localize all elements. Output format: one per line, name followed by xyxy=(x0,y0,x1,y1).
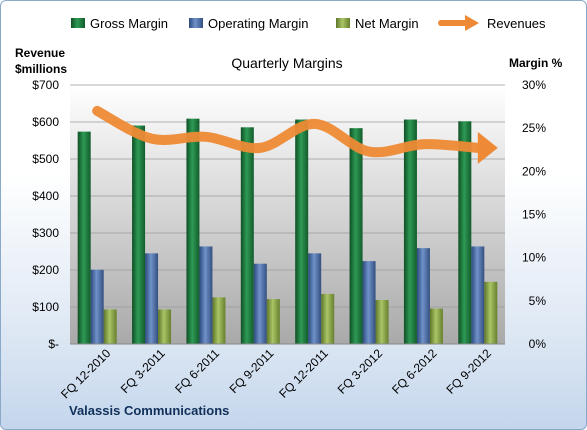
x-tick-label: FQ 12-2011 xyxy=(276,346,331,401)
legend-label-gross-margin: Gross Margin xyxy=(90,16,168,31)
operating-margin-bar xyxy=(145,253,159,344)
gross-margin-bar xyxy=(132,125,146,345)
right-axis-ticks: 0% 5% 10% 15% 20% 25% 30% xyxy=(522,78,546,351)
revenues-arrowhead xyxy=(477,131,498,164)
right-tick-label: 5% xyxy=(529,294,547,308)
left-tick-label: $100 xyxy=(32,300,59,314)
legend-swatch-net-margin xyxy=(336,18,350,28)
legend-swatch-operating-margin xyxy=(189,18,203,28)
legend-label-revenues: Revenues xyxy=(487,16,546,31)
net-margin-bar xyxy=(484,281,498,344)
operating-margin-bar xyxy=(199,246,213,344)
legend-arrowhead-revenues xyxy=(465,15,479,31)
revenues-line xyxy=(92,105,483,158)
left-tick-label: $- xyxy=(48,337,59,351)
operating-margin-bar xyxy=(362,261,376,344)
legend-label-net-margin: Net Margin xyxy=(355,16,419,31)
net-margin-bar xyxy=(321,293,335,344)
right-tick-label: 10% xyxy=(522,251,546,265)
x-tick-label: FQ 3-2012 xyxy=(335,346,386,397)
legend-swatch-gross-margin xyxy=(71,18,85,28)
right-tick-label: 25% xyxy=(522,121,546,135)
net-margin-bar xyxy=(429,308,443,344)
net-margin-bar xyxy=(375,299,389,344)
x-tick-label: FQ 6-2011 xyxy=(172,346,222,396)
right-tick-label: 20% xyxy=(522,164,546,178)
x-tick-label: FQ 3-2011 xyxy=(118,346,168,396)
left-axis-title-line1: Revenue xyxy=(15,46,65,60)
gross-margin-bar xyxy=(403,119,417,345)
chart-title: Quarterly Margins xyxy=(231,55,342,71)
x-tick-label: FQ 12-2010 xyxy=(58,346,113,401)
x-tick-label: FQ 6-2012 xyxy=(389,346,440,397)
gross-margin-bar xyxy=(349,128,363,344)
operating-margin-bar xyxy=(471,246,485,344)
x-axis-ticks: FQ 12-2010 FQ 3-2011 FQ 6-2011 FQ 9-2011 FQ … xyxy=(58,346,494,401)
left-axis-ticks: $- $100 $200 $300 $400 $500 $600 $700 xyxy=(32,78,59,351)
legend: Gross Margin Operating Margin Net Margin… xyxy=(71,15,546,31)
x-tick-label: FQ 9-2012 xyxy=(443,346,494,397)
gross-margin-bar xyxy=(458,121,472,344)
revenue-line xyxy=(92,105,498,164)
net-margin-bar xyxy=(212,297,226,344)
right-tick-label: 0% xyxy=(529,337,547,351)
company-name: Valassis Communications xyxy=(69,403,229,418)
gross-margin-bar xyxy=(77,131,91,344)
left-tick-label: $600 xyxy=(32,115,59,129)
net-margin-bar xyxy=(266,299,280,344)
left-axis-title-line2: $millions xyxy=(15,62,67,76)
right-axis-title: Margin % xyxy=(509,56,563,70)
left-tick-label: $500 xyxy=(32,152,59,166)
gross-margin-bar xyxy=(240,127,254,344)
left-tick-label: $700 xyxy=(32,78,59,92)
x-tick-label: FQ 9-2011 xyxy=(227,346,277,396)
right-tick-label: 30% xyxy=(522,78,546,92)
legend-label-operating-margin: Operating Margin xyxy=(208,16,308,31)
gross-margin-bar xyxy=(295,119,309,345)
bars xyxy=(77,118,498,345)
right-tick-label: 15% xyxy=(522,208,546,222)
net-margin-bar xyxy=(158,309,172,344)
left-tick-label: $300 xyxy=(32,226,59,240)
left-tick-label: $400 xyxy=(32,189,59,203)
gross-margin-bar xyxy=(186,118,200,344)
left-tick-label: $200 xyxy=(32,263,59,277)
net-margin-bar xyxy=(103,309,117,344)
operating-margin-bar xyxy=(416,248,430,344)
operating-margin-bar xyxy=(308,253,322,344)
operating-margin-bar xyxy=(253,263,267,344)
operating-margin-bar xyxy=(90,269,104,344)
